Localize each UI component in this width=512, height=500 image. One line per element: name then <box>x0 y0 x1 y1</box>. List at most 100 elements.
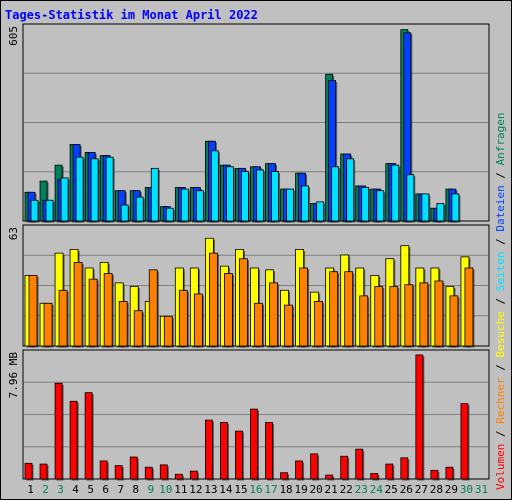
x-tick-label-day-20: 20 <box>310 483 323 496</box>
bar-seiten-day-11 <box>180 188 189 222</box>
x-tick-label-day-1: 1 <box>27 483 34 496</box>
bar-rechner-day-21 <box>329 271 339 347</box>
bar-rechner-day-16 <box>254 302 263 347</box>
x-tick-label-day-17: 17 <box>264 483 277 496</box>
x-tick-label-day-2: 2 <box>42 483 49 496</box>
bar-volumen-day-7 <box>114 465 123 480</box>
bar-rechner-day-2 <box>43 302 53 347</box>
bar-volumen-day-5 <box>84 392 93 480</box>
bar-seiten-day-16 <box>256 169 264 222</box>
bar-seiten-day-15 <box>241 171 249 222</box>
x-tick-label-day-7: 7 <box>117 483 124 496</box>
x-tick-label-day-23: 23 <box>355 483 368 496</box>
legend-item-dateien: Dateien <box>494 185 507 231</box>
x-tick-label-day-26: 26 <box>400 483 413 496</box>
legend-item-seiten: Seiten <box>494 252 507 292</box>
bar-seiten-day-19 <box>301 185 309 222</box>
bar-volumen-day-14 <box>220 422 228 480</box>
bar-volumen-day-25 <box>385 463 394 480</box>
bar-rechner-day-23 <box>359 295 369 347</box>
bar-rechner-day-4 <box>73 262 83 347</box>
bar-seiten-day-20 <box>316 201 325 222</box>
bar-seiten-day-4 <box>75 156 84 222</box>
x-tick-label-day-30: 30 <box>460 483 473 496</box>
bar-volumen-day-16 <box>250 408 258 480</box>
bar-rechner-day-11 <box>178 289 188 347</box>
bar-seiten-day-29 <box>451 193 460 222</box>
bar-volumen-day-11 <box>174 473 183 480</box>
bar-volumen-day-27 <box>415 354 424 480</box>
bar-volumen-day-21 <box>325 474 334 480</box>
bar-rechner-day-17 <box>269 282 278 347</box>
legend-vertical: Volumen / Rechner / Besuche / Seiten / D… <box>494 112 507 490</box>
x-tick-label-day-28: 28 <box>430 483 443 496</box>
x-tick-label-day-16: 16 <box>249 483 262 496</box>
x-tick-label-day-8: 8 <box>132 483 139 496</box>
x-tick-label-day-11: 11 <box>174 483 187 496</box>
bar-seiten-day-25 <box>391 164 400 222</box>
legend-separator: / <box>494 424 507 444</box>
y-max-label-top: 605 <box>7 26 20 46</box>
bar-volumen-day-18 <box>280 472 288 480</box>
x-tick-label-day-18: 18 <box>279 483 292 496</box>
bar-seiten-day-10 <box>165 207 174 222</box>
bar-seiten-day-7 <box>120 204 129 222</box>
x-tick-label-day-4: 4 <box>72 483 79 496</box>
bar-volumen-day-6 <box>99 460 108 480</box>
bar-volumen-day-20 <box>310 453 319 480</box>
bar-rechner-day-24 <box>374 286 384 347</box>
bar-volumen-day-4 <box>69 400 78 480</box>
bar-seiten-day-14 <box>226 166 234 222</box>
x-tick-label-day-14: 14 <box>219 483 233 496</box>
x-tick-label-day-3: 3 <box>57 483 64 496</box>
bar-rechner-day-27 <box>419 282 429 347</box>
bar-rechner-day-14 <box>224 273 233 347</box>
bar-volumen-day-10 <box>159 464 168 480</box>
bar-rechner-day-25 <box>389 286 399 347</box>
x-tick-label-day-31: 31 <box>475 483 488 496</box>
bar-volumen-day-30 <box>460 403 469 480</box>
y-max-label-bottom: 7.96 MB <box>7 352 20 399</box>
bar-volumen-day-23 <box>355 448 364 480</box>
x-tick-label-day-6: 6 <box>102 483 109 496</box>
bar-seiten-day-3 <box>60 177 69 222</box>
bar-volumen-day-1 <box>24 462 33 480</box>
bar-seiten-day-6 <box>105 156 114 222</box>
chart-title: Tages-Statistik im Monat April 2022 <box>5 8 258 22</box>
bar-seiten-day-5 <box>90 158 99 222</box>
bar-seiten-day-23 <box>361 187 370 222</box>
bar-seiten-day-12 <box>195 190 204 222</box>
bar-volumen-day-28 <box>430 469 439 480</box>
bar-seiten-day-18 <box>286 188 294 222</box>
bar-rechner-day-5 <box>88 278 98 347</box>
bar-rechner-day-9 <box>148 269 158 347</box>
bar-rechner-day-7 <box>118 301 128 347</box>
legend-separator: / <box>494 291 507 311</box>
legend-separator: / <box>494 165 507 185</box>
x-tick-label-day-9: 9 <box>147 483 154 496</box>
bar-volumen-day-12 <box>189 470 198 480</box>
bar-volumen-day-13 <box>204 419 213 480</box>
bar-volumen-day-3 <box>54 382 63 480</box>
legend-item-volumen: Volumen <box>494 444 507 490</box>
bar-rechner-day-8 <box>133 310 143 347</box>
x-tick-label-day-25: 25 <box>385 483 398 496</box>
bar-seiten-day-22 <box>346 158 355 222</box>
bar-seiten-day-27 <box>421 193 430 222</box>
bar-volumen-day-19 <box>295 460 303 480</box>
bar-rechner-day-1 <box>28 275 38 347</box>
bar-seiten-day-2 <box>45 199 54 222</box>
x-tick-label-day-27: 27 <box>415 483 428 496</box>
bar-seiten-day-8 <box>135 196 144 222</box>
legend-separator: / <box>494 232 507 252</box>
bar-volumen-day-9 <box>144 466 153 480</box>
bar-volumen-day-29 <box>445 466 454 480</box>
x-tick-label-day-12: 12 <box>189 483 202 496</box>
bar-rechner-day-13 <box>208 252 218 347</box>
x-tick-label-day-21: 21 <box>325 483 338 496</box>
bar-rechner-day-20 <box>314 301 324 347</box>
legend-item-rechner: Rechner <box>494 377 507 424</box>
legend-separator: / <box>494 358 507 378</box>
bar-seiten-day-9 <box>150 167 159 222</box>
